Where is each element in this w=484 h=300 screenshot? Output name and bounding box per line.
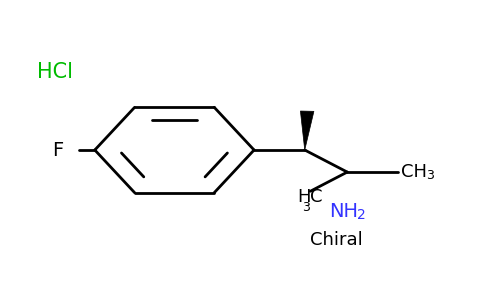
Polygon shape [301,111,314,150]
Text: H: H [297,188,310,206]
Text: HCl: HCl [37,62,73,82]
Text: CH: CH [401,163,427,181]
Text: NH: NH [329,202,358,221]
Text: Chiral: Chiral [310,231,363,249]
Text: C: C [310,188,323,206]
Text: 3: 3 [302,201,310,214]
Text: F: F [52,140,63,160]
Text: 2: 2 [357,208,365,222]
Text: 3: 3 [426,169,434,182]
